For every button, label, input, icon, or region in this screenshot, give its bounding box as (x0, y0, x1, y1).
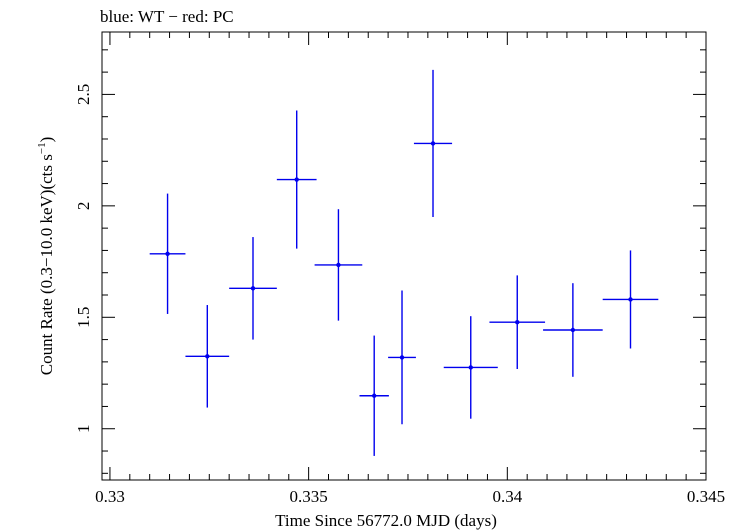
x-axis-label: Time Since 56772.0 MJD (days) (275, 511, 497, 530)
point-marker (399, 355, 405, 360)
data-point (185, 305, 230, 408)
data-point (229, 237, 277, 340)
point-marker (250, 286, 256, 291)
x-tick-label: 0.34 (492, 487, 522, 506)
data-point (543, 283, 603, 377)
data-point (489, 275, 546, 370)
data-point (443, 316, 498, 419)
data-point (276, 110, 317, 249)
data-point (602, 250, 659, 349)
y-axis-label: Count Rate (0.3−10.0 keV)(cts s−1) (36, 137, 56, 376)
y-axis-label-main: Count Rate (0.3−10.0 keV)(cts s (37, 154, 56, 375)
data-point (413, 69, 453, 217)
y-tick-label: 2 (74, 202, 93, 211)
point-marker (570, 327, 576, 333)
x-tick-label: 0.345 (687, 487, 725, 506)
y-axis-label-sup: −1 (36, 142, 48, 154)
y-tick-label: 2.5 (74, 84, 93, 105)
point-marker (371, 393, 377, 398)
data-point (359, 335, 389, 456)
plot-frame (101, 31, 707, 481)
x-tick-label: 0.335 (290, 487, 328, 506)
axis-tick-labels: 0.33 0.335 0.34 0.345 1 1.5 2 2.5 (74, 84, 725, 506)
y-tick-label: 1.5 (74, 307, 93, 328)
point-marker (294, 177, 299, 182)
x-tick-label: 0.33 (95, 487, 125, 506)
chart-title: blue: WT − red: PC (100, 7, 234, 26)
y-axis-label-close: ) (37, 137, 56, 143)
point-marker (430, 141, 436, 146)
point-marker (165, 251, 170, 256)
point-marker (515, 319, 520, 325)
data-point (149, 193, 186, 314)
point-marker (205, 354, 210, 359)
point-marker (336, 262, 341, 268)
data-point (388, 290, 416, 425)
axis-ticks (102, 32, 707, 480)
point-marker (468, 365, 473, 370)
y-tick-label: 1 (74, 424, 93, 433)
data-point (314, 209, 363, 321)
point-marker (628, 297, 633, 302)
data-points (149, 69, 659, 456)
